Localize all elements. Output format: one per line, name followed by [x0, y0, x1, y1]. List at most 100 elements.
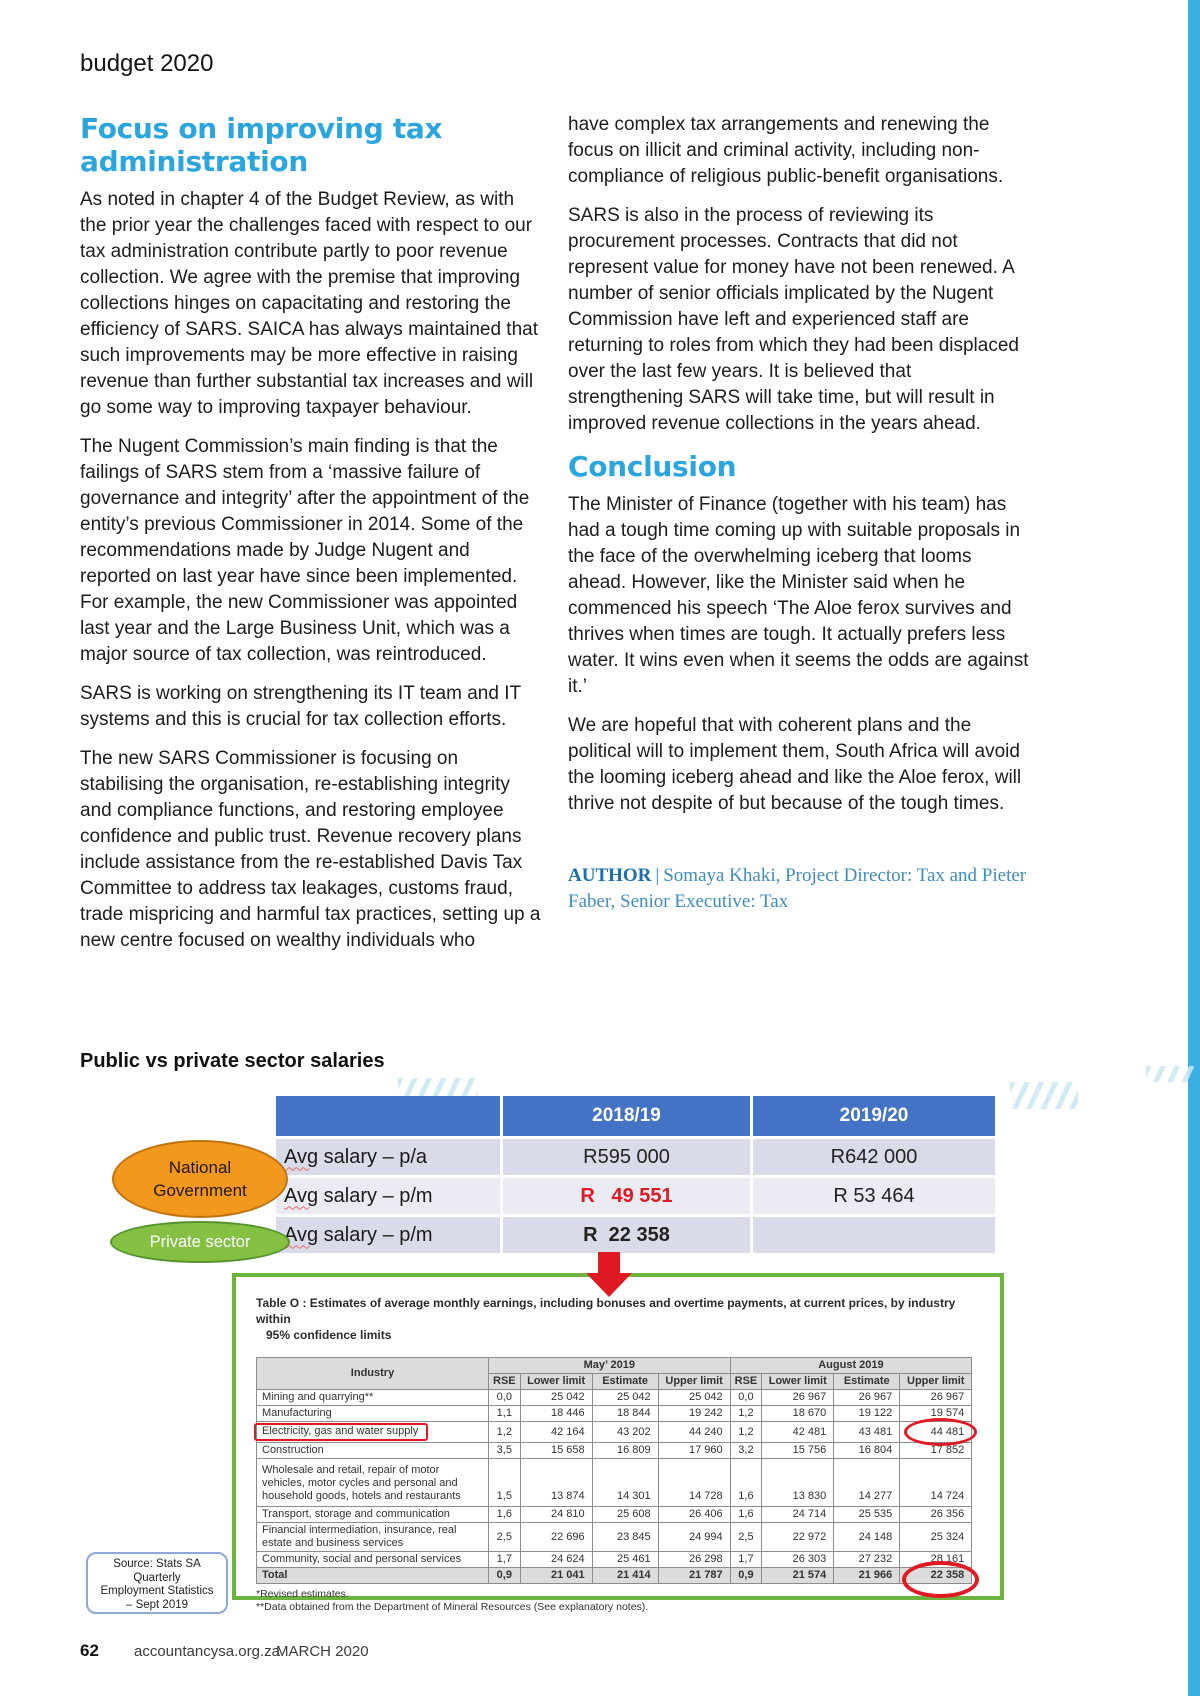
value-cell: 0,0: [488, 1389, 521, 1406]
industry-cell: Electricity, gas and water supply: [254, 1421, 489, 1443]
footnote: **Data obtained from the Department of M…: [256, 1601, 649, 1613]
paragraph: The Nugent Commission’s main finding is …: [80, 436, 530, 665]
value-cell: 1,7: [488, 1551, 521, 1568]
value-cell: 25 324: [899, 1522, 973, 1552]
table-o-row: Electricity, gas and water supply 1,2 42 1…: [254, 1418, 978, 1447]
footnote: *Revised estimates.: [256, 1588, 349, 1600]
lower-limit-header: Lower limit: [519, 1373, 593, 1390]
industry-cell: Construction: [256, 1442, 489, 1459]
value-cell: 24 148: [833, 1522, 901, 1552]
salary-value-y2019: R642 000: [753, 1139, 995, 1175]
value-cell: 16 809: [591, 1442, 659, 1459]
table-o-row: Community, social and personal services 1…: [256, 1551, 973, 1568]
value-cell: 2,5: [729, 1522, 763, 1552]
value-cell: 25 042: [591, 1389, 659, 1406]
table-o-title-line1: Table O : Estimates of average monthly e…: [256, 1296, 956, 1326]
private-sector-bubble: Private sector: [110, 1221, 290, 1263]
value-cell: 1,2: [729, 1405, 763, 1422]
value-cell: 1,1: [488, 1405, 521, 1422]
value-cell: 1,2: [729, 1421, 763, 1443]
paragraph: We are hopeful that with coherent plans …: [568, 715, 1022, 814]
salary-header-2018-19: 2018/19: [503, 1096, 750, 1136]
may-2019-group-header: May’ 2019: [488, 1357, 731, 1374]
value-cell: 42 164: [519, 1421, 593, 1443]
value-cell: 19 242: [657, 1405, 731, 1422]
value-cell: 27 232: [833, 1551, 901, 1568]
value-cell: 15 756: [761, 1442, 835, 1459]
value-cell: 24 810: [519, 1506, 593, 1523]
paragraph: SARS is also in the process of reviewing…: [568, 205, 1019, 434]
value-cell: 43 481: [833, 1421, 901, 1443]
value-cell: 26 298: [657, 1551, 731, 1568]
value-cell: 1,2: [488, 1421, 521, 1443]
industry-cell: Financial intermediation, insurance, rea…: [256, 1522, 489, 1552]
value-cell: 25 535: [833, 1506, 901, 1523]
value-cell: 24 994: [657, 1522, 731, 1552]
value-cell: 1,6: [488, 1506, 521, 1523]
value-cell: 22 972: [761, 1522, 835, 1552]
red-down-arrow: [598, 1252, 620, 1273]
salary-value-y2019: R 53 464: [753, 1178, 995, 1214]
page-edge-accent-bar: [1188, 0, 1200, 1696]
value-cell: 25 608: [591, 1506, 659, 1523]
article-left-column: Focus on improving tax administration As…: [80, 112, 542, 967]
value-cell: 14 301: [591, 1458, 659, 1507]
value-cell: 26 356: [899, 1506, 973, 1523]
value-cell: 22 696: [519, 1522, 593, 1552]
paragraph: The new SARS Commissioner is focusing on…: [80, 748, 541, 951]
value-cell: 25 042: [519, 1389, 593, 1406]
value-cell: 18 670: [761, 1405, 835, 1422]
value-cell: 1,5: [488, 1458, 521, 1507]
estimate-header: Estimate: [833, 1373, 901, 1390]
estimate-header: Estimate: [591, 1373, 659, 1390]
table-o-total-row: Total 0,9 21 041 21 414 21 787 0,9 21 574 21 96…: [256, 1561, 980, 1599]
section-kicker: budget 2020: [80, 50, 214, 77]
value-cell: 14 724: [899, 1458, 973, 1507]
salary-row: Avg salary – p/a R595 000 R642 000: [276, 1139, 995, 1175]
value-cell: 21 966: [833, 1567, 901, 1584]
value-cell: 25 461: [591, 1551, 659, 1568]
table-o-row: Mining and quarrying** 0,0 25 042 25 042 25 …: [256, 1389, 973, 1406]
paragraph: As noted in chapter 4 of the Budget Revi…: [80, 189, 538, 418]
value-cell: 1,6: [729, 1506, 763, 1523]
value-cell: 16 804: [833, 1442, 901, 1459]
value-cell: 21 787: [657, 1567, 731, 1584]
value-cell: 24 624: [519, 1551, 593, 1568]
footer-site: accountancysa.org.za: [134, 1643, 280, 1660]
author-separator: |: [655, 865, 660, 886]
value-cell: 19 122: [833, 1405, 901, 1422]
value-cell: 13 830: [761, 1458, 835, 1507]
salary-row-label: Avg salary – p/a: [276, 1139, 500, 1175]
red-down-arrow-head: [586, 1273, 632, 1297]
value-cell: 14 728: [657, 1458, 731, 1507]
table-o-row: Transport, storage and communication 1,6 2…: [256, 1506, 973, 1523]
salary-row-label: Avg salary – p/m: [276, 1178, 500, 1214]
august-2019-group-header: August 2019: [729, 1357, 973, 1374]
page-number: 62: [80, 1641, 99, 1660]
page-footer: 62 accountancysa.org.za MARCH 2020: [0, 1641, 1100, 1665]
private-sector-label: Private sector: [149, 1232, 251, 1251]
industry-cell: Community, social and personal services: [256, 1551, 489, 1568]
value-cell: 17 852: [899, 1442, 973, 1459]
salary-rows: Avg salary – p/a R595 000 R642 000 Avg sala…: [276, 1139, 995, 1253]
author-label: AUTHOR: [568, 865, 652, 886]
table-o-sub-header-row: RSE Lower limit Estimate Upper limit RSE…: [257, 1373, 973, 1390]
salary-section-heading: Public vs private sector salaries: [80, 1050, 385, 1072]
table-o-body: Mining and quarrying** 0,0 25 042 25 042 25 …: [254, 1389, 980, 1599]
value-cell: 23 845: [591, 1522, 659, 1552]
value-cell: 0,9: [729, 1567, 763, 1584]
paragraph: The Minister of Finance (together with h…: [568, 494, 1029, 697]
salary-value-y2018: R595 000: [503, 1139, 750, 1175]
table-o-frame: Table O : Estimates of average monthly e…: [232, 1273, 1004, 1613]
red-highlight-box: Electricity, gas and water supply: [254, 1423, 429, 1441]
table-o-row: Construction 3,5 15 658 16 809 17 960 3,2 15 7…: [256, 1442, 973, 1459]
national-government-bubble: National Government: [112, 1140, 288, 1218]
value-cell: 19 574: [899, 1405, 973, 1422]
paragraph: have complex tax arrangements and renewi…: [568, 114, 1004, 187]
value-cell: 44 240: [657, 1421, 731, 1443]
value-cell: 43 202: [591, 1421, 659, 1443]
value-cell: 24 714: [761, 1506, 835, 1523]
table-o-row: Manufacturing 1,1 18 446 18 844 19 242 1,2 18 …: [256, 1405, 973, 1422]
upper-limit-header: Upper limit: [657, 1373, 731, 1390]
